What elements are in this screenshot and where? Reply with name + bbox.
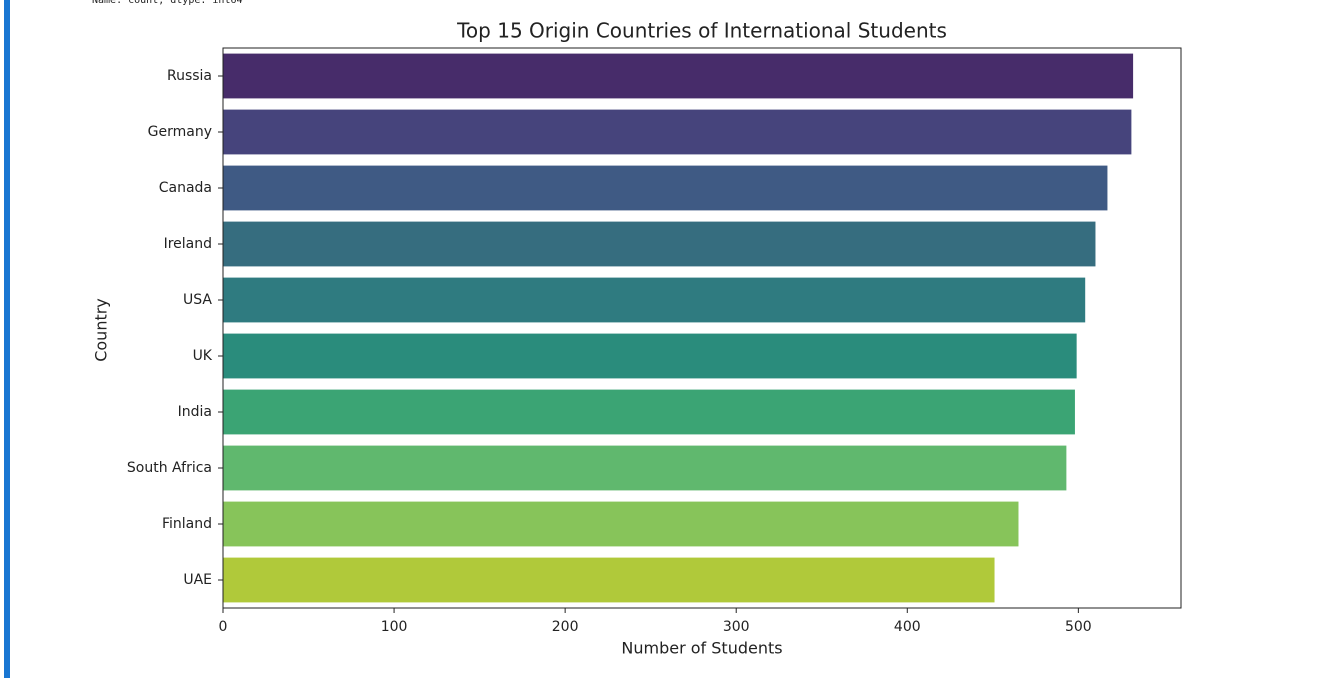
- y-tick-label: India: [178, 404, 212, 420]
- y-tick-label: Russia: [167, 68, 212, 84]
- bar: [223, 109, 1132, 155]
- bar: [223, 501, 1019, 547]
- y-tick-label: Canada: [159, 180, 212, 196]
- x-axis-label: Number of Students: [621, 639, 782, 658]
- bar: [223, 333, 1077, 379]
- y-tick-label: Ireland: [164, 236, 212, 252]
- bar: [223, 221, 1096, 267]
- bar: [223, 165, 1108, 211]
- chart-title: Top 15 Origin Countries of International…: [456, 19, 947, 43]
- output-text: Name: count, dtype: int64: [92, 0, 243, 6]
- bar: [223, 445, 1067, 491]
- y-tick-label: Germany: [148, 124, 212, 140]
- plot-frame: [222, 47, 1182, 609]
- x-tick-label: 300: [723, 619, 750, 635]
- y-tick-label: UAE: [183, 572, 212, 588]
- y-tick-label: Finland: [162, 516, 212, 532]
- bar: [223, 389, 1075, 435]
- x-tick-label: 0: [219, 619, 228, 635]
- bar: [223, 53, 1134, 99]
- x-tick-label: 200: [552, 619, 579, 635]
- y-tick-label: South Africa: [127, 460, 212, 476]
- y-tick-label: USA: [183, 292, 212, 308]
- bar: [223, 277, 1086, 323]
- y-axis-label: Country: [92, 298, 111, 362]
- bar: [223, 557, 995, 603]
- x-tick-label: 400: [894, 619, 921, 635]
- cell-indicator: [4, 0, 10, 678]
- x-tick-label: 500: [1065, 619, 1092, 635]
- x-tick-label: 100: [381, 619, 408, 635]
- y-tick-label: UK: [193, 348, 213, 364]
